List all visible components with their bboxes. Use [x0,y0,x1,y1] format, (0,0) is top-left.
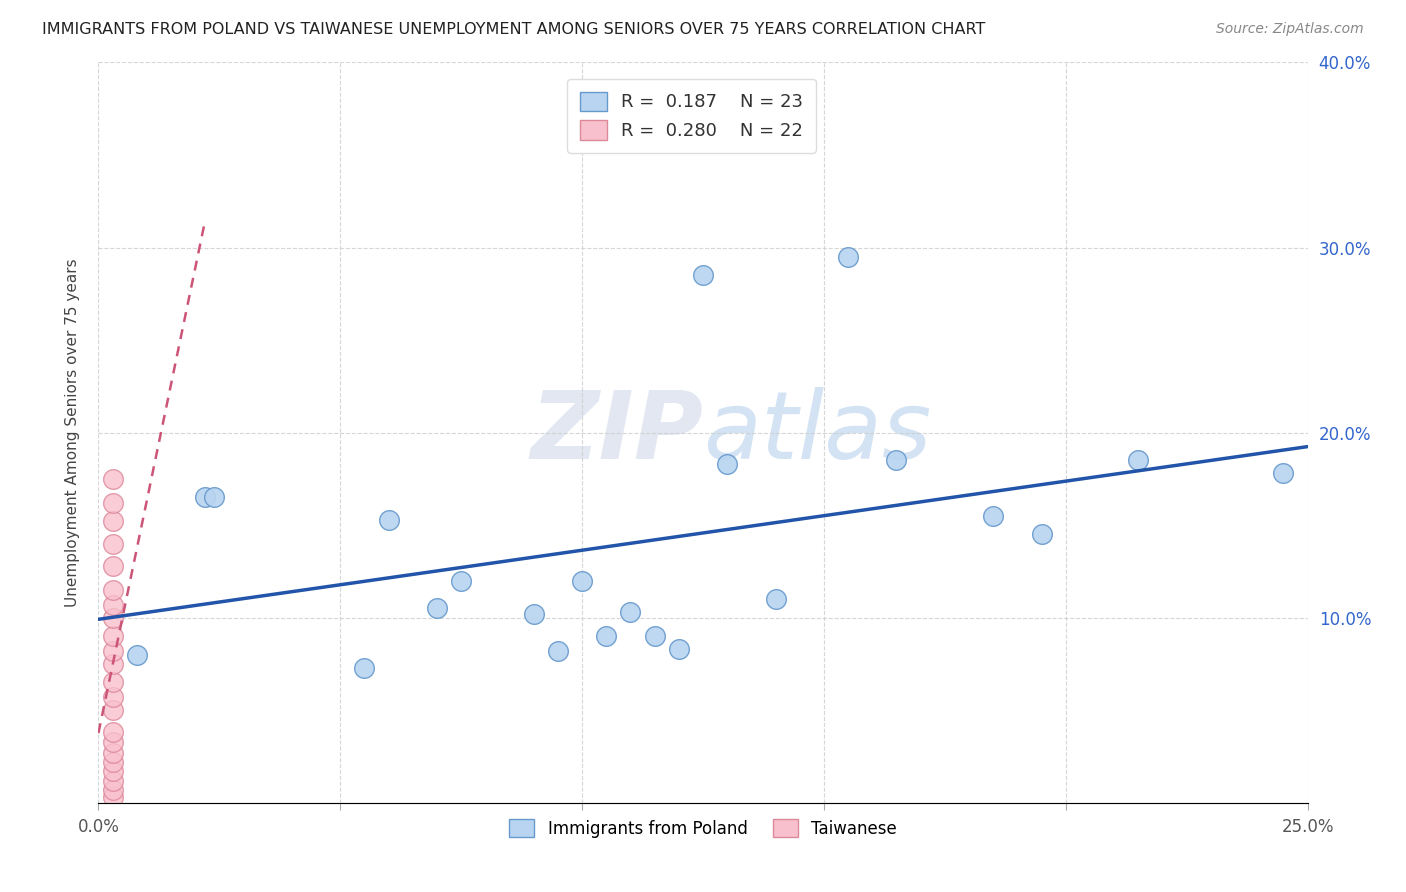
Point [101,782,124,797]
Point [101,598,124,612]
Point [101,610,124,624]
Point [1031,527,1053,541]
Point [668,642,690,657]
Point [127,648,149,662]
Point [101,515,124,529]
Point [101,735,124,749]
Point [101,629,124,643]
Point [101,472,124,486]
Point [101,725,124,739]
Point [194,491,217,505]
Point [101,703,124,717]
Point [1128,453,1150,467]
Point [101,790,124,805]
Point [837,250,859,264]
Point [619,605,641,619]
Text: ZIP: ZIP [530,386,703,479]
Point [101,773,124,788]
Point [981,508,1004,523]
Point [101,582,124,597]
Text: atlas: atlas [703,387,931,478]
Point [765,592,787,607]
Point [595,629,617,643]
Legend: Immigrants from Poland, Taiwanese: Immigrants from Poland, Taiwanese [501,811,905,847]
Point [101,746,124,760]
Point [1272,467,1295,481]
Point [101,764,124,779]
Point [523,607,546,621]
Point [716,457,738,471]
Point [101,496,124,510]
Point [101,690,124,705]
Point [692,268,714,283]
Point [101,657,124,671]
Point [644,629,666,643]
Point [547,644,569,658]
Point [426,601,449,615]
Point [101,675,124,690]
Point [101,644,124,658]
Point [886,453,908,467]
Point [101,558,124,573]
Point [101,536,124,550]
Point [450,574,472,588]
Y-axis label: Unemployment Among Seniors over 75 years: Unemployment Among Seniors over 75 years [65,259,80,607]
Point [353,661,375,675]
Text: Source: ZipAtlas.com: Source: ZipAtlas.com [1216,22,1364,37]
Point [204,491,226,505]
Point [101,755,124,769]
Point [571,574,593,588]
Text: IMMIGRANTS FROM POLAND VS TAIWANESE UNEMPLOYMENT AMONG SENIORS OVER 75 YEARS COR: IMMIGRANTS FROM POLAND VS TAIWANESE UNEM… [42,22,986,37]
Point [377,513,399,527]
